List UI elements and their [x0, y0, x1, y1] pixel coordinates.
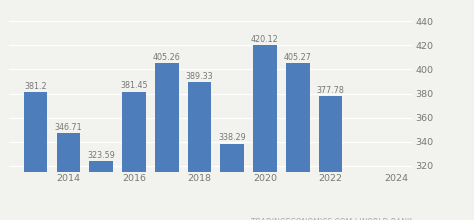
Bar — [220, 144, 244, 172]
Bar — [155, 63, 179, 172]
Text: 323.59: 323.59 — [87, 151, 115, 160]
Text: 381.2: 381.2 — [24, 82, 47, 91]
Text: 381.45: 381.45 — [120, 81, 148, 90]
Text: 346.71: 346.71 — [55, 123, 82, 132]
Bar — [57, 134, 80, 172]
Bar — [122, 92, 146, 172]
Text: 338.29: 338.29 — [219, 133, 246, 142]
Bar — [188, 82, 211, 172]
Text: 405.27: 405.27 — [284, 53, 312, 62]
Text: TRADINGECONOMICS.COM | WORLD BANK: TRADINGECONOMICS.COM | WORLD BANK — [251, 218, 412, 220]
Bar — [253, 45, 277, 172]
Bar — [90, 161, 113, 172]
Text: 405.26: 405.26 — [153, 53, 181, 62]
Bar — [319, 96, 342, 172]
Bar — [24, 92, 47, 172]
Bar — [286, 63, 310, 172]
Text: 377.78: 377.78 — [317, 86, 345, 95]
Text: 389.33: 389.33 — [186, 72, 213, 81]
Text: 420.12: 420.12 — [251, 35, 279, 44]
